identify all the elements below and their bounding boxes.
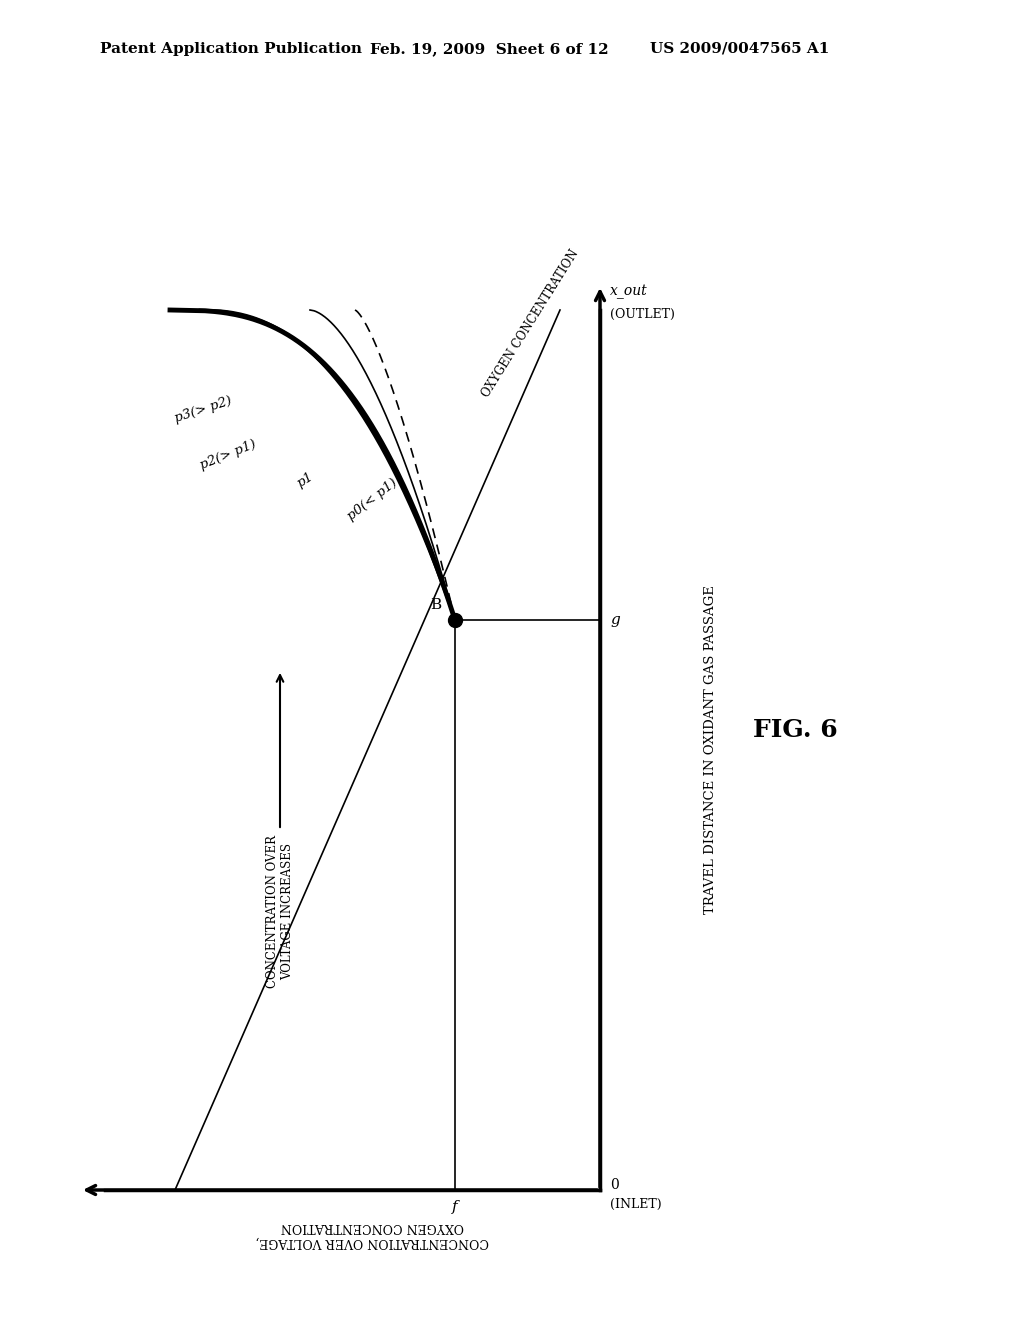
Text: FIG. 6: FIG. 6 [753,718,838,742]
Text: g: g [610,612,620,627]
Text: OXYGEN CONCENTRATION: OXYGEN CONCENTRATION [480,248,582,400]
Text: 0: 0 [610,1177,618,1192]
Text: p3(> p2): p3(> p2) [173,395,233,425]
Text: CONCENTRATION OVER VOLTAGE,
OXYGEN CONCENTRATION: CONCENTRATION OVER VOLTAGE, OXYGEN CONCE… [256,1220,489,1247]
Text: x_out: x_out [610,285,648,300]
Text: (OUTLET): (OUTLET) [610,308,675,321]
Text: CONCENTRATION OVER
VOLTAGE INCREASES: CONCENTRATION OVER VOLTAGE INCREASES [266,836,294,987]
Text: p2(> p1): p2(> p1) [198,438,258,473]
Text: B: B [430,598,441,612]
Text: Feb. 19, 2009  Sheet 6 of 12: Feb. 19, 2009 Sheet 6 of 12 [370,42,608,55]
Text: f: f [453,1200,458,1214]
Text: US 2009/0047565 A1: US 2009/0047565 A1 [650,42,829,55]
Text: p0(< p1): p0(< p1) [345,477,399,524]
Text: TRAVEL DISTANCE IN OXIDANT GAS PASSAGE: TRAVEL DISTANCE IN OXIDANT GAS PASSAGE [703,586,717,915]
Text: p1: p1 [295,470,316,490]
Text: Patent Application Publication: Patent Application Publication [100,42,362,55]
Text: (INLET): (INLET) [610,1199,662,1210]
